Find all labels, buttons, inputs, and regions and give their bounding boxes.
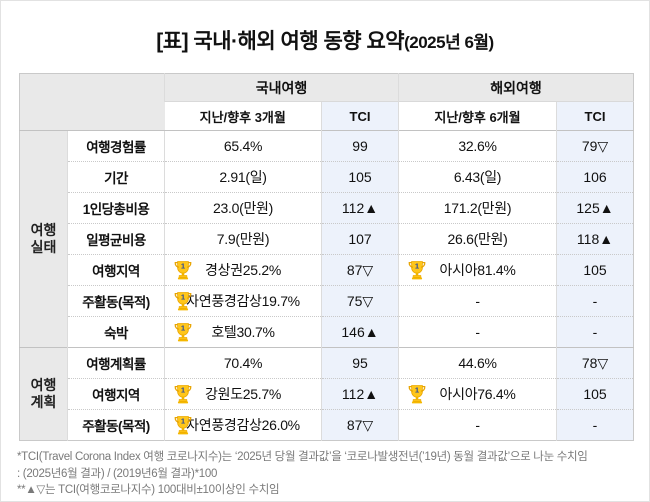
svg-text:1: 1 — [415, 386, 420, 395]
domestic-tci-value: 107 — [321, 223, 399, 255]
overseas-value: 32.6% — [458, 138, 497, 154]
overseas-value: 171.2(만원) — [443, 200, 512, 216]
corner-cell — [19, 73, 165, 131]
svg-text:1: 1 — [181, 293, 186, 302]
domestic-tci-value: 105 — [321, 161, 399, 193]
row-label: 기간 — [67, 161, 165, 193]
table-row: 주활동(목적) 1 자연풍경감상26.0% — [20, 409, 634, 441]
overseas-value: - — [475, 417, 480, 433]
column-group-overseas: 해외여행 — [398, 73, 634, 102]
column-overseas-period: 지난/향후 6개월 — [398, 101, 557, 131]
overseas-tci-value: - — [556, 316, 634, 348]
row-group-plan: 여행 계획 — [19, 347, 68, 441]
header-row-groups: 국내여행 해외여행 — [19, 73, 634, 131]
footnote-tci-formula: : (2025년6월 결과) / (2019년6월 결과)*100 — [17, 467, 218, 480]
page-title-main: [표] 국내·해외 여행 동향 요약 — [156, 30, 405, 53]
table-row: 여행 실태 여행경험률 65.4% 99 32.6% 79▽ — [19, 130, 634, 348]
table-row: 기간 2.91(일) 105 6.43(일) 106 — [20, 161, 634, 193]
domestic-tci-value: 99 — [321, 130, 399, 162]
row-label: 1인당총비용 — [67, 192, 165, 224]
overseas-tci-value: 105 — [556, 254, 634, 286]
footnote-triangle-legend: **▲▽는 TCI(여행코로나지수) 100대비±10이상인 수치임 — [17, 484, 280, 497]
svg-text:1: 1 — [181, 262, 186, 271]
row-label: 여행지역 — [67, 254, 165, 286]
domestic-value: 경상권25.2% — [205, 262, 281, 278]
overseas-tci-value: - — [556, 409, 634, 441]
overseas-tci-value: 79▽ — [556, 130, 634, 162]
table-row: 1인당총비용 23.0(만원) 112▲ 171.2(만원) 125▲ — [20, 192, 634, 224]
domestic-tci-value: 146▲ — [321, 316, 399, 348]
row-label: 여행지역 — [67, 378, 165, 410]
column-group-domestic: 국내여행 — [164, 73, 399, 102]
overseas-value: 아시아76.4% — [439, 386, 516, 402]
overseas-value: 6.43(일) — [453, 169, 502, 185]
table-row: 여행지역 1 경상권25.2% — [20, 254, 634, 286]
travel-summary-table: 국내여행 해외여행 지난/향후 3개월 TCI 지난/향후 6개월 TCI 여행… — [19, 73, 634, 441]
row-label: 일평균비용 — [67, 223, 165, 255]
overseas-value: 44.6% — [458, 355, 497, 371]
domestic-tci-value: 112▲ — [321, 192, 399, 224]
domestic-tci-value: 87▽ — [321, 409, 399, 441]
overseas-tci-value: - — [556, 285, 634, 317]
overseas-tci-value: 106 — [556, 161, 634, 193]
domestic-value: 호텔30.7% — [211, 324, 275, 340]
trophy-first-place-icon: 1 — [408, 260, 426, 280]
domestic-tci-value: 75▽ — [321, 285, 399, 317]
header-row-sub: 지난/향후 3개월 TCI 지난/향후 6개월 TCI — [20, 101, 634, 131]
page-title: [표] 국내·해외 여행 동향 요약(2025년 6월) — [1, 25, 649, 55]
trophy-first-place-icon: 1 — [174, 260, 192, 280]
column-domestic-period: 지난/향후 3개월 — [164, 101, 322, 131]
row-label: 여행계획률 — [67, 347, 165, 379]
domestic-value: 자연풍경감상19.7% — [186, 293, 300, 309]
domestic-value: 강원도25.7% — [205, 386, 281, 402]
table-row: 여행 계획 여행계획률 70.4% 95 44.6% 78▽ — [19, 347, 634, 441]
domestic-tci-value: 112▲ — [321, 378, 399, 410]
overseas-value: - — [475, 324, 480, 340]
table-row: 주활동(목적) 1 자연풍경감상19.7% — [20, 285, 634, 317]
trophy-first-place-icon: 1 — [408, 384, 426, 404]
page-title-period: (2025년 6월) — [404, 33, 494, 52]
domestic-value: 자연풍경감상26.0% — [186, 417, 300, 433]
overseas-tci-value: 78▽ — [556, 347, 634, 379]
column-domestic-tci: TCI — [321, 101, 399, 131]
domestic-tci-value: 87▽ — [321, 254, 399, 286]
table-row: 숙박 1 호텔30.7% — [20, 316, 634, 348]
trophy-first-place-icon: 1 — [174, 291, 192, 311]
column-overseas-tci: TCI — [556, 101, 634, 131]
domestic-value: 70.4% — [223, 355, 263, 371]
svg-text:1: 1 — [181, 386, 186, 395]
domestic-value: 7.9(만원) — [216, 231, 270, 247]
svg-text:1: 1 — [415, 262, 420, 271]
domestic-tci-value: 95 — [321, 347, 399, 379]
overseas-value: 아시아81.4% — [439, 262, 516, 278]
row-group-actual: 여행 실태 — [19, 130, 68, 348]
overseas-tci-value: 118▲ — [556, 223, 634, 255]
overseas-value: - — [475, 293, 480, 309]
trophy-first-place-icon: 1 — [174, 322, 192, 342]
footnote-tci-definition: *TCI(Travel Corona Index 여행 코로나지수)는 ‘202… — [17, 451, 588, 463]
row-label: 여행경험률 — [67, 130, 165, 162]
overseas-tci-value: 105 — [556, 378, 634, 410]
svg-text:1: 1 — [181, 417, 186, 426]
row-label: 주활동(목적) — [67, 409, 165, 441]
overseas-value: 26.6(만원) — [447, 231, 508, 247]
domestic-value: 65.4% — [223, 138, 263, 154]
trophy-first-place-icon: 1 — [174, 415, 192, 435]
table-row: 일평균비용 7.9(만원) 107 26.6(만원) 118▲ — [20, 223, 634, 255]
domestic-value: 2.91(일) — [219, 169, 267, 185]
footnotes: *TCI(Travel Corona Index 여행 코로나지수)는 ‘202… — [17, 449, 649, 499]
table-row: 여행지역 1 강원도25.7% — [20, 378, 634, 410]
domestic-value: 23.0(만원) — [213, 200, 273, 216]
svg-text:1: 1 — [181, 324, 186, 333]
row-label: 숙박 — [67, 316, 165, 348]
overseas-tci-value: 125▲ — [556, 192, 634, 224]
row-label: 주활동(목적) — [67, 285, 165, 317]
trophy-first-place-icon: 1 — [174, 384, 192, 404]
